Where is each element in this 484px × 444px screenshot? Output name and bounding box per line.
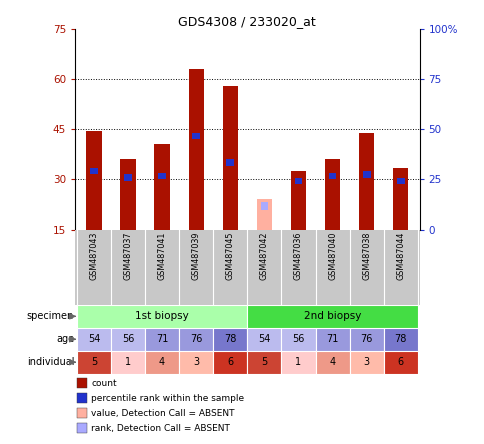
Text: GSM487037: GSM487037 <box>123 232 132 280</box>
Bar <box>124 174 132 181</box>
Text: 56: 56 <box>121 334 134 344</box>
Title: GDS4308 / 233020_at: GDS4308 / 233020_at <box>178 15 316 28</box>
Bar <box>77 408 86 418</box>
Bar <box>247 305 417 328</box>
Text: 54: 54 <box>257 334 270 344</box>
Bar <box>192 133 199 139</box>
Text: count: count <box>91 379 117 388</box>
Text: 3: 3 <box>193 357 199 367</box>
Bar <box>158 173 166 179</box>
Bar <box>281 328 315 351</box>
Bar <box>247 351 281 374</box>
Text: 78: 78 <box>224 334 236 344</box>
Bar <box>111 351 145 374</box>
Bar <box>77 424 86 433</box>
Text: GSM487041: GSM487041 <box>157 232 166 280</box>
Text: specimen: specimen <box>27 311 74 321</box>
Bar <box>349 351 383 374</box>
Bar <box>256 199 272 230</box>
Text: GSM487040: GSM487040 <box>327 232 336 280</box>
Bar <box>222 86 238 230</box>
Bar <box>111 328 145 351</box>
Text: rank, Detection Call = ABSENT: rank, Detection Call = ABSENT <box>91 424 230 433</box>
Bar <box>362 171 370 178</box>
Bar <box>77 328 111 351</box>
Bar <box>383 351 417 374</box>
Bar <box>396 178 404 184</box>
Bar <box>179 351 213 374</box>
Text: 5: 5 <box>91 357 97 367</box>
Text: percentile rank within the sample: percentile rank within the sample <box>91 394 244 403</box>
Bar <box>294 178 302 184</box>
Bar <box>77 393 86 403</box>
Bar <box>77 305 247 328</box>
Bar <box>290 171 305 230</box>
Text: 6: 6 <box>397 357 403 367</box>
Bar <box>260 202 268 210</box>
Text: 2nd biopsy: 2nd biopsy <box>303 311 361 321</box>
Bar <box>120 159 136 230</box>
Bar <box>383 328 417 351</box>
Bar <box>77 351 111 374</box>
Text: 76: 76 <box>190 334 202 344</box>
Bar <box>145 351 179 374</box>
Bar <box>213 328 247 351</box>
Bar <box>86 131 101 230</box>
Text: 5: 5 <box>261 357 267 367</box>
Text: GSM487044: GSM487044 <box>395 232 405 280</box>
Text: 71: 71 <box>326 334 338 344</box>
Bar <box>154 144 169 230</box>
Bar <box>324 159 340 230</box>
Text: GSM487042: GSM487042 <box>259 232 268 280</box>
Text: GSM487039: GSM487039 <box>191 232 200 280</box>
Bar <box>247 328 281 351</box>
Text: 76: 76 <box>360 334 372 344</box>
Text: 1: 1 <box>295 357 301 367</box>
Bar <box>179 328 213 351</box>
Text: value, Detection Call = ABSENT: value, Detection Call = ABSENT <box>91 409 234 418</box>
Bar <box>315 328 349 351</box>
Bar <box>315 351 349 374</box>
Bar <box>328 173 336 179</box>
Bar <box>188 69 203 230</box>
Text: 71: 71 <box>155 334 168 344</box>
Text: 56: 56 <box>292 334 304 344</box>
Text: GSM487036: GSM487036 <box>293 232 302 280</box>
Text: individual: individual <box>27 357 74 367</box>
Text: 1: 1 <box>125 357 131 367</box>
Text: 1st biopsy: 1st biopsy <box>135 311 189 321</box>
Bar <box>349 328 383 351</box>
Bar <box>281 351 315 374</box>
Bar <box>358 133 374 230</box>
Text: 54: 54 <box>88 334 100 344</box>
Bar <box>77 378 86 388</box>
Text: GSM487043: GSM487043 <box>89 232 98 280</box>
Text: 6: 6 <box>227 357 233 367</box>
Text: 3: 3 <box>363 357 369 367</box>
Text: age: age <box>56 334 74 344</box>
Text: GSM487038: GSM487038 <box>362 232 370 280</box>
Text: 4: 4 <box>329 357 335 367</box>
Bar <box>393 168 408 230</box>
Bar <box>90 168 98 174</box>
Bar <box>213 351 247 374</box>
Text: 4: 4 <box>159 357 165 367</box>
Bar <box>145 328 179 351</box>
Text: GSM487045: GSM487045 <box>226 232 234 280</box>
Bar <box>226 159 234 166</box>
Text: 78: 78 <box>394 334 406 344</box>
